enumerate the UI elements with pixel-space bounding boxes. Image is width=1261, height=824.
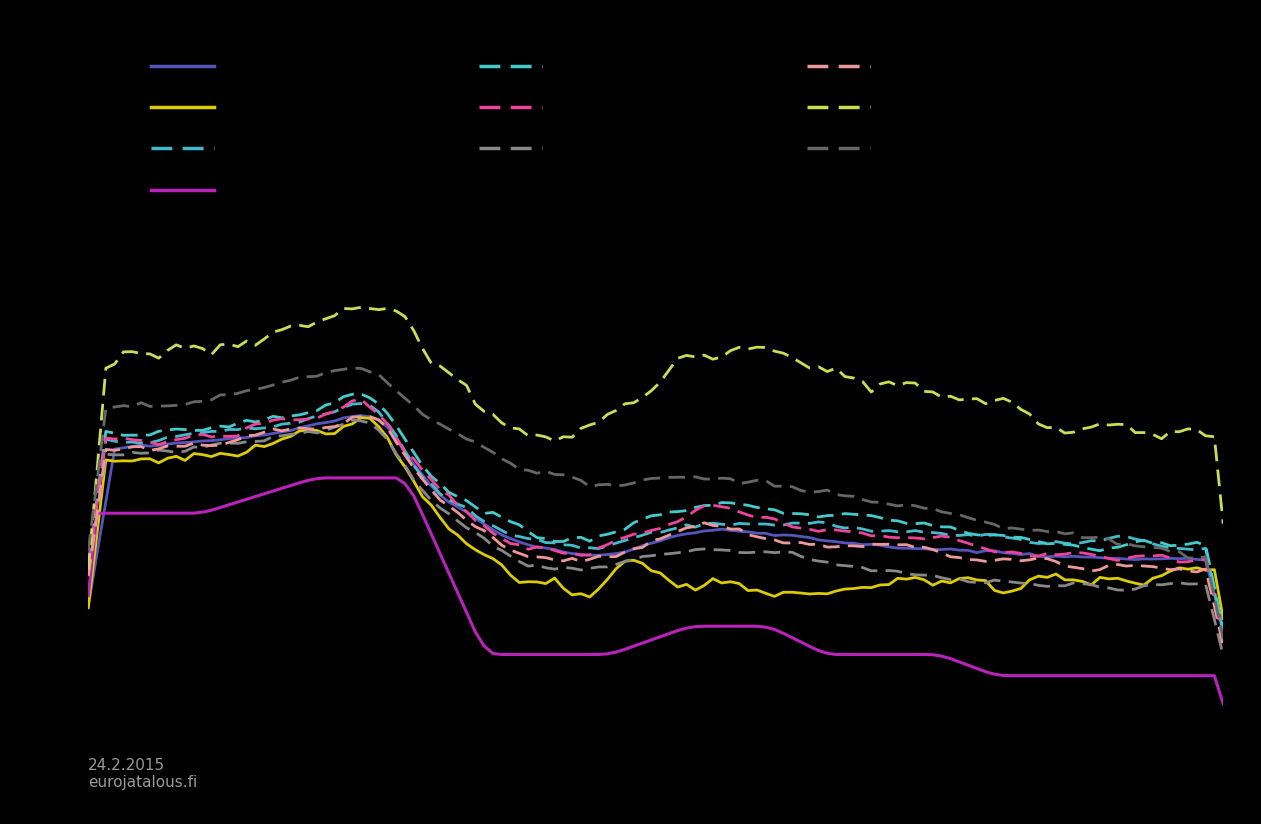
Text: 24.2.2015
eurojatalous.fi: 24.2.2015 eurojatalous.fi <box>88 758 198 790</box>
